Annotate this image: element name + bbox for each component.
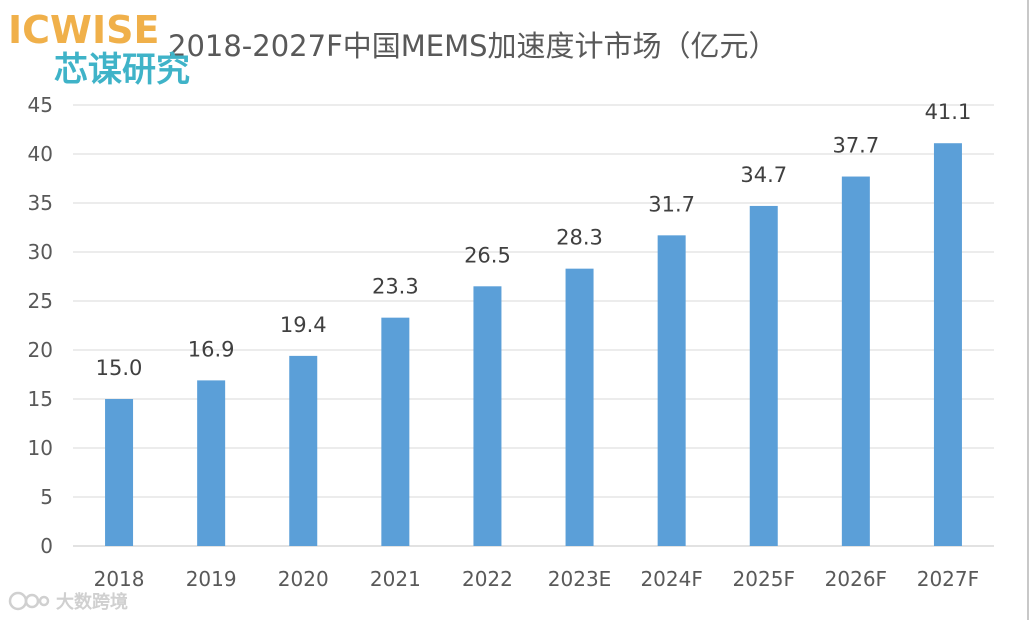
y-tick-label: 30: [28, 240, 53, 264]
y-tick-label: 25: [28, 289, 53, 313]
data-label: 15.0: [96, 356, 143, 380]
y-tick-label: 35: [28, 191, 53, 215]
bar: [657, 235, 686, 546]
y-tick-label: 0: [40, 534, 53, 558]
x-tick-label: 2024F: [640, 567, 702, 591]
data-label: 26.5: [464, 243, 511, 267]
icwise-logo: ICWISE 芯谋研究: [8, 10, 208, 100]
bars: [105, 143, 962, 547]
bar: [197, 380, 226, 546]
data-labels: 15.0 16.9 19.4 23.3 26.5 28.3 31.7 34.7 37.7 41.1: [96, 100, 972, 380]
y-tick-label: 15: [28, 387, 53, 411]
watermark-text: 大数跨境: [56, 592, 128, 613]
watermark-logo-icon: [8, 591, 50, 611]
bar: [749, 205, 778, 546]
data-label: 28.3: [556, 226, 603, 250]
x-tick-label: 2020: [278, 567, 329, 591]
x-tick-label: 2018: [94, 567, 145, 591]
bar: [565, 268, 594, 546]
data-label: 16.9: [188, 337, 235, 361]
x-tick-label: 2027F: [917, 567, 979, 591]
y-tick-label: 10: [28, 436, 53, 460]
x-tick-label: 2023E: [548, 567, 612, 591]
x-tick-label: 2026F: [825, 567, 887, 591]
y-tick-label: 45: [28, 93, 53, 117]
data-label: 37.7: [832, 134, 879, 158]
data-label: 31.7: [648, 192, 695, 216]
bar: [105, 399, 134, 546]
x-tick-label: 2022: [462, 567, 513, 591]
data-label: 41.1: [925, 100, 972, 124]
x-tick-label: 2021: [370, 567, 421, 591]
watermark: 大数跨境: [8, 588, 128, 614]
data-label: 34.7: [740, 163, 787, 187]
bar: [381, 317, 410, 546]
y-tick-label: 20: [28, 338, 53, 362]
gridlines: [73, 104, 994, 547]
bar: [473, 286, 502, 546]
logo-brand-en: ICWISE: [8, 8, 160, 52]
y-axis-ticks: 0 5 10 15 20 25 30 35 40 45: [28, 93, 53, 558]
x-tick-label: 2019: [186, 567, 237, 591]
x-tick-label: 2025F: [733, 567, 795, 591]
x-axis-ticks: 2018 2019 2020 2021 2022 2023E 2024F 2025F 2026F…: [94, 567, 980, 591]
logo-brand-cn: 芯谋研究: [54, 50, 190, 90]
y-tick-label: 5: [40, 485, 53, 509]
data-label: 23.3: [372, 275, 419, 299]
data-label: 19.4: [280, 313, 327, 337]
bar: [289, 355, 318, 546]
bar: [933, 143, 962, 546]
y-tick-label: 40: [28, 142, 53, 166]
frame-edge: [1027, 0, 1029, 620]
chart-title: 2018-2027F中国MEMS加速度计市场（亿元）: [168, 29, 778, 63]
bar: [841, 176, 870, 547]
